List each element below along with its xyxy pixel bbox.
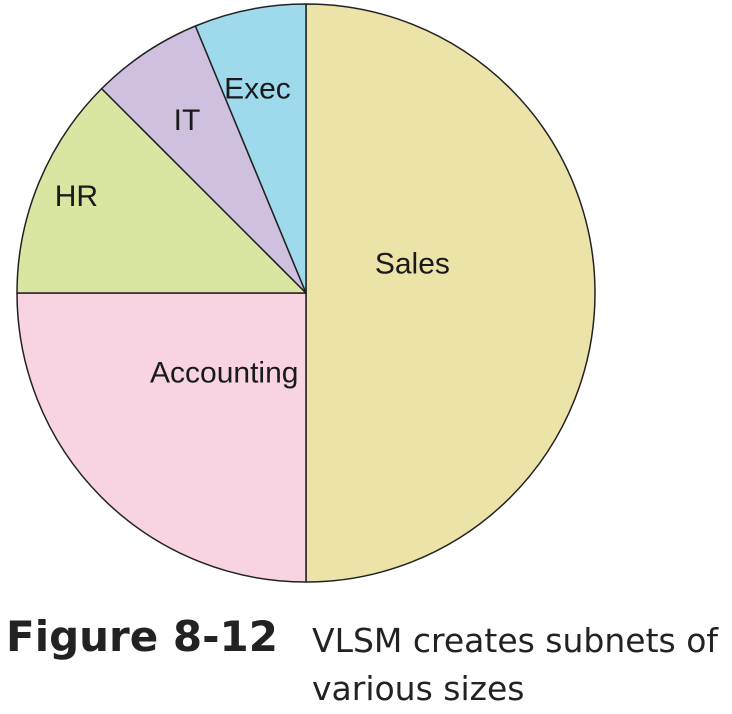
slice-label-sales: Sales [375,248,450,281]
pie-slice-hr [16,87,307,294]
pie-slice-accounting [16,292,307,583]
pie-slice-sales [305,3,596,583]
slice-label-hr: HR [55,180,98,213]
pie-chart: Sales Accounting HR IT Exec [16,3,596,583]
figure-caption-text: VLSM creates subnets of various sizes [312,621,719,708]
pie-slice-exec [194,3,307,294]
figure-caption: Figure 8-12 VLSM creates subnets of vari… [6,610,732,714]
figure-number: Figure 8-12 [6,612,278,661]
slice-label-it: IT [174,104,201,137]
slice-label-exec: Exec [224,73,291,106]
pie-slice-it [100,25,307,294]
slice-label-accounting: Accounting [150,357,298,390]
